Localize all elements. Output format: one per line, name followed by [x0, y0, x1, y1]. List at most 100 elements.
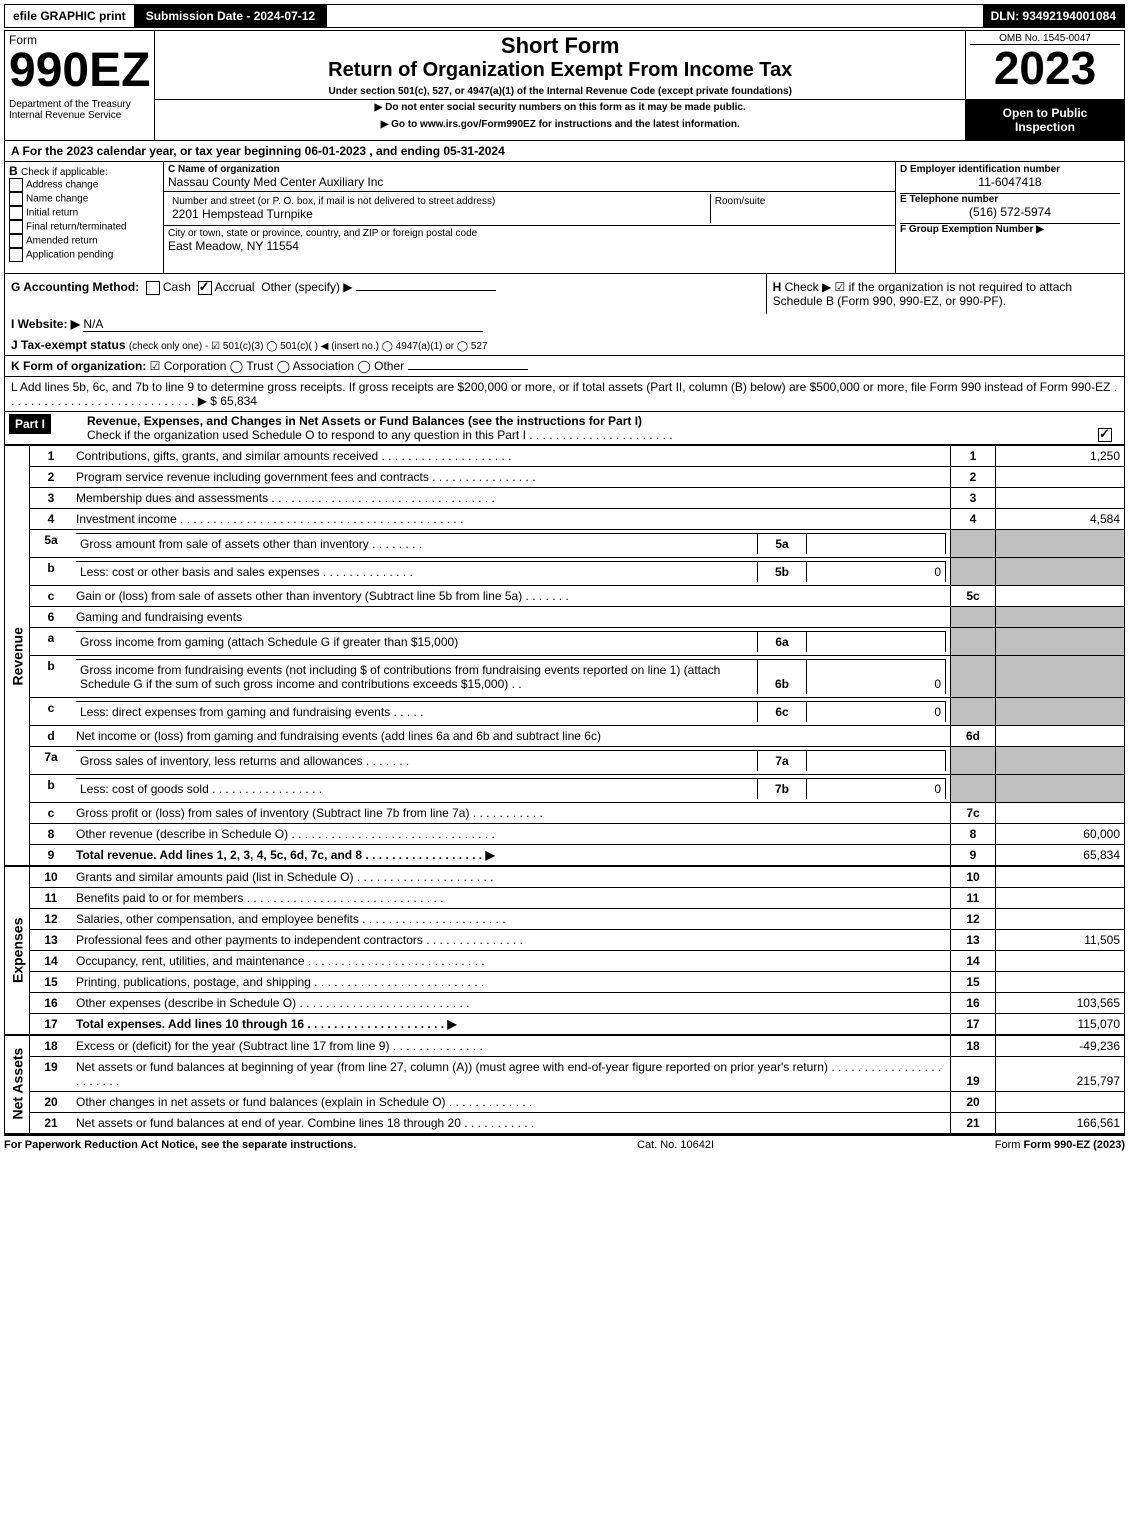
- line-5c-desc: Gain or (loss) from sale of assets other…: [72, 586, 951, 607]
- checkbox-final-return[interactable]: [9, 220, 23, 234]
- checkbox-name-change[interactable]: [9, 192, 23, 206]
- line-6d-desc: Net income or (loss) from gaming and fun…: [72, 726, 951, 747]
- instructions-link[interactable]: ▶ Go to www.irs.gov/Form990EZ for instru…: [159, 119, 961, 130]
- line-7a-val: [807, 751, 946, 772]
- line-6c-desc: Less: direct expenses from gaming and fu…: [76, 702, 758, 723]
- line-15-desc: Printing, publications, postage, and shi…: [72, 972, 951, 993]
- line-1-desc: Contributions, gifts, grants, and simila…: [72, 446, 951, 467]
- side-net-assets: Net Assets: [5, 1035, 30, 1134]
- line-7b-val: 0: [807, 779, 946, 800]
- line-5a-desc: Gross amount from sale of assets other t…: [76, 534, 758, 555]
- section-d-label: D Employer identification number: [900, 164, 1120, 175]
- line-9-desc: Total revenue. Add lines 1, 2, 3, 4, 5c,…: [72, 845, 951, 867]
- section-h-text: Check ▶ ☑ if the organization is not req…: [773, 280, 1073, 308]
- website: N/A: [83, 317, 483, 332]
- lines-table: Revenue 1 Contributions, gifts, grants, …: [4, 445, 1125, 1134]
- section-g-h: G Accounting Method: Cash Accrual Other …: [4, 274, 1125, 314]
- line-19-desc: Net assets or fund balances at beginning…: [72, 1057, 951, 1092]
- line-7c-val: [996, 803, 1125, 824]
- section-a-taxyear: A For the 2023 calendar year, or tax yea…: [4, 141, 1125, 162]
- line-11-val: [996, 888, 1125, 909]
- room-label: Room/suite: [710, 194, 891, 223]
- part1-check-line: Check if the organization used Schedule …: [87, 428, 673, 442]
- line-20-desc: Other changes in net assets or fund bala…: [72, 1092, 951, 1113]
- ein: 11-6047418: [900, 175, 1120, 194]
- form-subtitle: Under section 501(c), 527, or 4947(a)(1)…: [159, 86, 961, 97]
- checkbox-schedule-o[interactable]: [1098, 428, 1112, 442]
- line-7b-desc: Less: cost of goods sold . . . . . . . .…: [76, 779, 758, 800]
- line-6b-desc: Gross income from fundraising events (no…: [76, 660, 758, 695]
- line-21-desc: Net assets or fund balances at end of ye…: [72, 1113, 951, 1134]
- street-label: Number and street (or P. O. box, if mail…: [172, 196, 706, 207]
- line-8-desc: Other revenue (describe in Schedule O) .…: [72, 824, 951, 845]
- line-7c-desc: Gross profit or (loss) from sales of inv…: [72, 803, 951, 824]
- efile-print-label[interactable]: efile GRAPHIC print: [5, 5, 134, 27]
- line-18-desc: Excess or (deficit) for the year (Subtra…: [72, 1035, 951, 1057]
- line-2-val: [996, 467, 1125, 488]
- part1-label: Part I: [9, 414, 51, 434]
- line-21-val: 166,561: [996, 1113, 1125, 1134]
- line-6a-desc: Gross income from gaming (attach Schedul…: [76, 632, 758, 653]
- header-info-table: B Check if applicable: Address change Na…: [4, 162, 1125, 274]
- line-10-val: [996, 866, 1125, 888]
- line-12-desc: Salaries, other compensation, and employ…: [72, 909, 951, 930]
- line-4-desc: Investment income . . . . . . . . . . . …: [72, 509, 951, 530]
- line-5b-val: 0: [807, 562, 946, 583]
- line-6a-val: [807, 632, 946, 653]
- line-13-desc: Professional fees and other payments to …: [72, 930, 951, 951]
- dln: DLN: 93492194001084: [983, 5, 1124, 27]
- line-2-desc: Program service revenue including govern…: [72, 467, 951, 488]
- ssn-warning: ▶ Do not enter social security numbers o…: [159, 102, 961, 113]
- footer-mid: Cat. No. 10642I: [637, 1139, 714, 1151]
- checkbox-application-pending[interactable]: [9, 248, 23, 262]
- footer-left: For Paperwork Reduction Act Notice, see …: [4, 1139, 356, 1151]
- city-label: City or town, state or province, country…: [168, 228, 891, 239]
- checkbox-accrual[interactable]: [198, 281, 212, 295]
- section-j-label: J Tax-exempt status: [11, 338, 126, 352]
- line-17-desc: Total expenses. Add lines 10 through 16 …: [72, 1014, 951, 1036]
- line-6d-val: [996, 726, 1125, 747]
- section-c-label: C Name of organization: [168, 164, 891, 175]
- line-4-val: 4,584: [996, 509, 1125, 530]
- form-number: 990EZ: [9, 47, 150, 95]
- section-k-label: K Form of organization:: [11, 359, 146, 373]
- street-address: 2201 Hempstead Turnpike: [172, 207, 706, 221]
- line-9-val: 65,834: [996, 845, 1125, 867]
- line-5c-val: [996, 586, 1125, 607]
- line-6c-val: 0: [807, 702, 946, 723]
- form-footer: For Paperwork Reduction Act Notice, see …: [4, 1134, 1125, 1151]
- phone: (516) 572-5974: [900, 205, 1120, 224]
- short-form-label: Short Form: [159, 33, 961, 59]
- line-7a-desc: Gross sales of inventory, less returns a…: [76, 751, 758, 772]
- top-bar: efile GRAPHIC print Submission Date - 20…: [4, 4, 1125, 28]
- line-17-val: 115,070: [996, 1014, 1125, 1036]
- section-k-text: ☑ Corporation ◯ Trust ◯ Association ◯ Ot…: [150, 359, 404, 373]
- checkbox-amended-return[interactable]: [9, 234, 23, 248]
- line-14-desc: Occupancy, rent, utilities, and maintena…: [72, 951, 951, 972]
- line-20-val: [996, 1092, 1125, 1113]
- line-6b-val: 0: [807, 660, 946, 695]
- section-i-label: I Website: ▶: [11, 317, 80, 331]
- part1-header: Part I Revenue, Expenses, and Changes in…: [4, 412, 1125, 445]
- side-revenue: Revenue: [5, 446, 30, 867]
- line-13-val: 11,505: [996, 930, 1125, 951]
- section-b-check: Check if applicable:: [21, 167, 108, 178]
- line-15-val: [996, 972, 1125, 993]
- line-16-desc: Other expenses (describe in Schedule O) …: [72, 993, 951, 1014]
- line-8-val: 60,000: [996, 824, 1125, 845]
- line-16-val: 103,565: [996, 993, 1125, 1014]
- side-expenses: Expenses: [5, 866, 30, 1035]
- line-5a-val: [807, 534, 946, 555]
- footer-right: Form Form 990-EZ (2023): [995, 1139, 1125, 1151]
- line-5b-desc: Less: cost or other basis and sales expe…: [76, 562, 758, 583]
- org-name: Nassau County Med Center Auxiliary Inc: [168, 175, 891, 189]
- section-e-label: E Telephone number: [900, 194, 1120, 205]
- line-11-desc: Benefits paid to or for members . . . . …: [72, 888, 951, 909]
- part1-title: Revenue, Expenses, and Changes in Net As…: [87, 414, 1120, 428]
- checkbox-cash[interactable]: [146, 281, 160, 295]
- line-19-val: 215,797: [996, 1057, 1125, 1092]
- dept-label: Department of the Treasury: [9, 99, 150, 110]
- checkbox-initial-return[interactable]: [9, 206, 23, 220]
- section-b-label: B: [9, 164, 18, 178]
- checkbox-address-change[interactable]: [9, 178, 23, 192]
